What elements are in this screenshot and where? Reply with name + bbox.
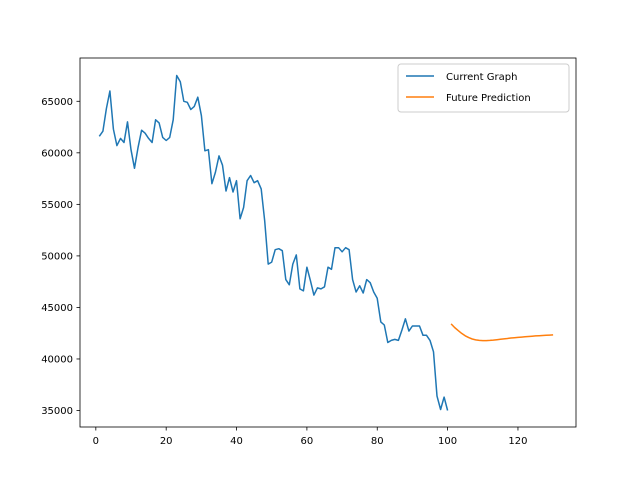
y-tick-label: 60000 [41, 148, 73, 159]
series-line-future-prediction [450, 323, 554, 342]
y-tick-label: 40000 [41, 354, 73, 365]
plot-lines [98, 74, 554, 411]
x-tick-label: 120 [508, 436, 527, 447]
x-axis: 0 20 40 60 80 100 120 [93, 427, 528, 447]
legend: Current Graph Future Prediction [397, 63, 570, 113]
legend-label-current-graph: Current Graph [446, 72, 517, 83]
y-tick-label: 55000 [41, 200, 73, 211]
legend-label-future-prediction: Future Prediction [446, 93, 531, 104]
x-tick-label: 60 [301, 436, 314, 447]
y-tick-label: 35000 [41, 406, 73, 417]
x-tick-label: 100 [438, 436, 457, 447]
x-tick-label: 0 [93, 436, 99, 447]
series-line-current-graph [98, 74, 449, 411]
x-tick-label: 40 [230, 436, 243, 447]
y-tick-label: 50000 [41, 251, 73, 262]
y-tick-label: 45000 [41, 303, 73, 314]
plot-area-frame [79, 57, 577, 428]
legend-box [397, 63, 570, 113]
x-tick-label: 80 [371, 436, 384, 447]
x-tick-label: 20 [160, 436, 173, 447]
y-axis: 35000 40000 45000 50000 55000 60000 65000 [41, 97, 80, 417]
y-tick-label: 65000 [41, 97, 73, 108]
